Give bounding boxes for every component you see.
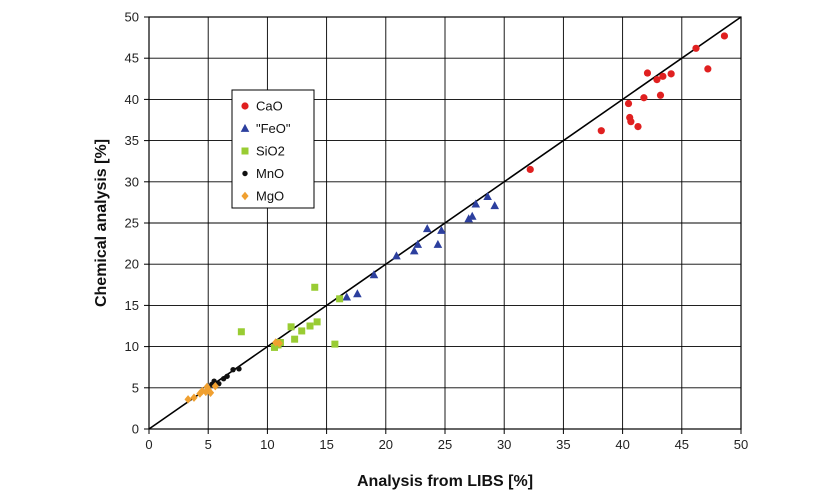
data-point-circle: [597, 127, 605, 135]
data-point-circle: [634, 122, 642, 131]
data-point-circle: [692, 44, 700, 52]
data-point-dot: [236, 366, 242, 372]
legend-marker-diamond: [241, 191, 249, 201]
data-points: [184, 32, 729, 404]
data-point-circle: [659, 72, 667, 80]
data-point-circle: [667, 70, 675, 78]
grid-lines: [149, 17, 741, 429]
y-tick-label: 50: [125, 10, 139, 25]
x-tick-label: 30: [497, 437, 511, 452]
y-axis-title: Chemical analysis [%]: [93, 139, 110, 307]
data-point-diamond: [272, 338, 280, 347]
legend: CaO "FeO" SiO2 MnO MgO: [231, 89, 315, 209]
legend-marker-triangle: [240, 123, 250, 132]
y-tick-label: 40: [125, 92, 139, 107]
y-tick-label: 10: [125, 339, 139, 354]
data-point-triangle: [433, 239, 443, 248]
data-point-circle: [627, 118, 635, 126]
data-point-circle: [624, 99, 633, 108]
legend-label: MgO: [256, 189, 284, 204]
legend-label: MnO: [256, 166, 284, 181]
data-point-triangle: [471, 199, 481, 208]
data-point-triangle: [422, 224, 432, 233]
data-point-square: [287, 323, 295, 331]
x-tick-label: 0: [145, 437, 152, 452]
identity-line: [148, 16, 742, 430]
data-point-diamond: [190, 393, 198, 402]
data-point-triangle: [409, 246, 419, 255]
data-point-circle: [720, 32, 729, 40]
x-tick-label: 5: [205, 437, 212, 452]
data-point-triangle: [353, 289, 362, 298]
x-tick-label: 25: [438, 437, 452, 452]
legend-marker-circle: [241, 102, 249, 110]
y-tick-label: 0: [132, 422, 139, 437]
data-point-square: [291, 335, 299, 343]
data-point-square: [306, 322, 314, 330]
x-tick-label: 50: [734, 437, 748, 452]
x-axis-title: Analysis from LIBS [%]: [357, 473, 533, 490]
data-point-circle: [643, 69, 652, 77]
legend-label: SiO2: [256, 144, 285, 159]
data-point-diamond: [211, 381, 219, 391]
data-point-diamond: [275, 339, 283, 348]
data-point-diamond: [206, 388, 215, 397]
x-tick-label: 10: [260, 437, 274, 452]
reference-line: [148, 16, 742, 430]
x-tick-label: 45: [675, 437, 689, 452]
data-point-triangle: [413, 239, 423, 248]
y-tick-label: 20: [125, 257, 139, 272]
y-tick-label: 5: [132, 380, 139, 395]
data-point-triangle: [437, 225, 446, 234]
y-tick-label: 45: [125, 51, 139, 66]
x-tick-label: 20: [379, 437, 393, 452]
y-tick-label: 15: [125, 298, 139, 313]
legend-marker-square: [241, 147, 249, 155]
data-point-square: [313, 318, 321, 326]
data-point-circle: [526, 165, 534, 174]
legend-marker-dot: [242, 170, 248, 177]
x-tick-label: 35: [556, 437, 570, 452]
data-point-triangle: [392, 251, 401, 260]
data-point-triangle: [369, 270, 379, 279]
data-point-square: [311, 283, 319, 291]
data-point-circle: [704, 65, 712, 73]
data-point-triangle: [483, 192, 492, 201]
x-tick-label: 15: [319, 437, 333, 452]
axis-ticks: 0 5 10 15 20 25 30 35 40 45 50 0 5 10 15 20 25 30 35 40 45 50: [125, 10, 749, 453]
data-point-triangle: [464, 214, 473, 223]
data-point-square: [271, 343, 279, 351]
data-point-triangle: [467, 211, 477, 220]
legend-label: CaO: [256, 99, 283, 114]
data-point-circle: [640, 94, 648, 102]
data-point-dot: [224, 373, 230, 379]
x-tick-label: 40: [615, 437, 629, 452]
data-point-square: [298, 327, 306, 335]
data-point-circle: [653, 76, 661, 84]
data-point-circle: [656, 91, 665, 99]
data-point-square: [336, 295, 344, 303]
data-point-square: [331, 340, 339, 348]
y-tick-label: 30: [125, 174, 139, 189]
data-point-diamond: [184, 395, 192, 404]
data-point-square: [237, 328, 245, 336]
y-tick-label: 25: [125, 216, 139, 231]
y-tick-label: 35: [125, 133, 139, 148]
data-point-triangle: [342, 292, 352, 301]
data-point-triangle: [490, 201, 500, 210]
legend-label: "FeO": [256, 121, 291, 136]
data-point-dot: [230, 366, 236, 373]
